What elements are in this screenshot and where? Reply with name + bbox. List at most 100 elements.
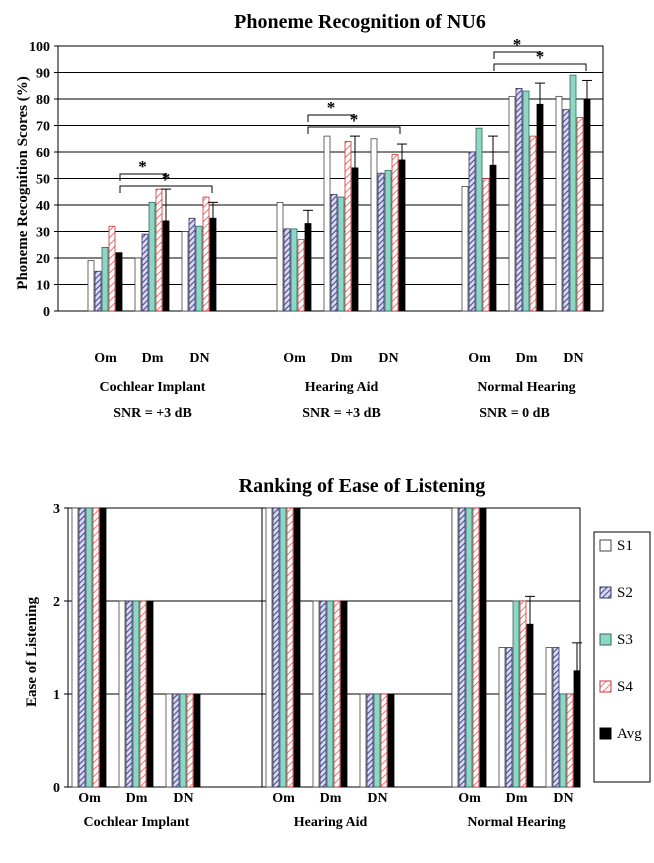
bar-avg [304,223,312,312]
x-tick-label: Om [78,791,101,806]
legend-label: S2 [617,585,633,601]
bar-s3 [279,507,287,788]
significance-bracket [119,185,213,193]
legend-label: S3 [617,632,633,648]
y-tick-label: 70 [36,120,50,135]
bar-s1 [87,260,95,312]
bar-s1 [165,693,173,788]
chart2-y-axis-label: Ease of Listening [24,596,40,707]
bar-s4 [576,117,584,312]
bar-avg [489,164,497,312]
bar-s4 [344,140,352,312]
y-tick-label: 10 [36,279,50,294]
x-tick-label: DN [173,791,193,806]
bar-avg [340,600,348,788]
bar-s2 [172,693,180,788]
bar-s4 [297,239,305,312]
significance-bracket [493,51,541,59]
bar-avg [115,252,123,312]
bar-s1 [359,693,367,788]
group-label: Cochlear Implant [84,815,190,830]
y-tick-label: 100 [29,40,50,55]
bar-s3 [559,693,567,788]
bar-s2 [94,270,102,312]
group-label: Hearing Aid [294,815,368,830]
bar-avg [387,693,395,788]
bar-s4 [519,600,527,788]
significance-bracket [493,63,587,71]
bar-s1 [181,231,189,312]
bar-avg [526,623,534,788]
bar-s3 [475,127,483,312]
bar-s3 [290,228,298,312]
bar-s3 [384,170,392,312]
significance-star: * [536,47,545,66]
bar-s1 [118,600,126,788]
x-tick-label: Dm [516,351,538,366]
bar-s3 [326,600,334,788]
y-tick-label: 80 [36,93,50,108]
significance-bracket [119,173,166,181]
group-label: Hearing Aid [305,380,379,395]
bar-s2 [188,217,196,312]
x-tick-label: DN [378,351,398,366]
bar-s2 [330,193,338,312]
y-tick-label: 0 [53,781,60,796]
x-tick-label: Dm [142,351,164,366]
bar-avg [479,507,487,788]
x-tick-label: DN [367,791,387,806]
bar-s4 [333,600,341,788]
legend-label: S1 [617,538,633,554]
bar-s1 [323,135,331,312]
significance-star: * [327,98,336,117]
bar-s3 [337,196,345,312]
legend-swatch-avg [599,727,612,740]
bar-s4 [482,178,490,312]
bar-s2 [78,507,86,788]
y-tick-label: 40 [36,199,50,214]
bar-avg [193,693,201,788]
x-tick-label: Dm [331,351,353,366]
bar-avg [209,217,217,312]
bar-avg [351,167,359,312]
y-tick-label: 90 [36,67,50,82]
chart2-bars [71,507,582,788]
bar-s3 [465,507,473,788]
x-tick-label: Dm [126,791,148,806]
bar-s2 [552,647,560,788]
significance-star: * [513,35,522,54]
legend-box [593,531,651,783]
bar-s4 [108,225,116,312]
chart2-y-ticks: 0 1 2 3 [53,502,68,796]
bar-s3 [195,225,203,312]
bar-s2 [272,507,280,788]
bar-s2 [366,693,374,788]
chart1-x-labels: Om Dm DN Cochlear Implant SNR = +3 dB Om Dm DN H… [94,351,583,421]
bar-avg [99,507,107,788]
bar-s4 [566,693,574,788]
x-tick-label: Om [94,351,117,366]
bar-s4 [139,600,147,788]
x-tick-label: Om [468,351,491,366]
bar-s1 [461,186,469,312]
bar-s1 [276,201,284,312]
bar-s3 [512,600,520,788]
legend-swatch-s3 [599,633,612,646]
significance-bracket [307,114,355,122]
bar-avg [573,670,581,788]
chart1-y-ticks: 0 10 20 30 40 50 60 70 80 90 100 [29,40,58,320]
y-tick-label: 3 [53,502,60,517]
group-label: Normal Hearing [467,815,565,830]
snr-label: SNR = +3 dB [302,406,381,421]
x-tick-label: DN [563,351,583,366]
x-tick-label: Dm [320,791,342,806]
bar-s4 [186,693,194,788]
bar-s2 [505,647,513,788]
bar-s4 [391,154,399,312]
y-tick-label: 60 [36,146,50,161]
bar-s1 [370,138,378,312]
bar-s3 [373,693,381,788]
chart2-x-labels: Om Dm DN Cochlear Implant Om Dm DN Hearing Aid O… [78,791,573,830]
chart1-title: Phoneme Recognition of NU6 [234,11,486,33]
bar-avg [536,103,544,312]
